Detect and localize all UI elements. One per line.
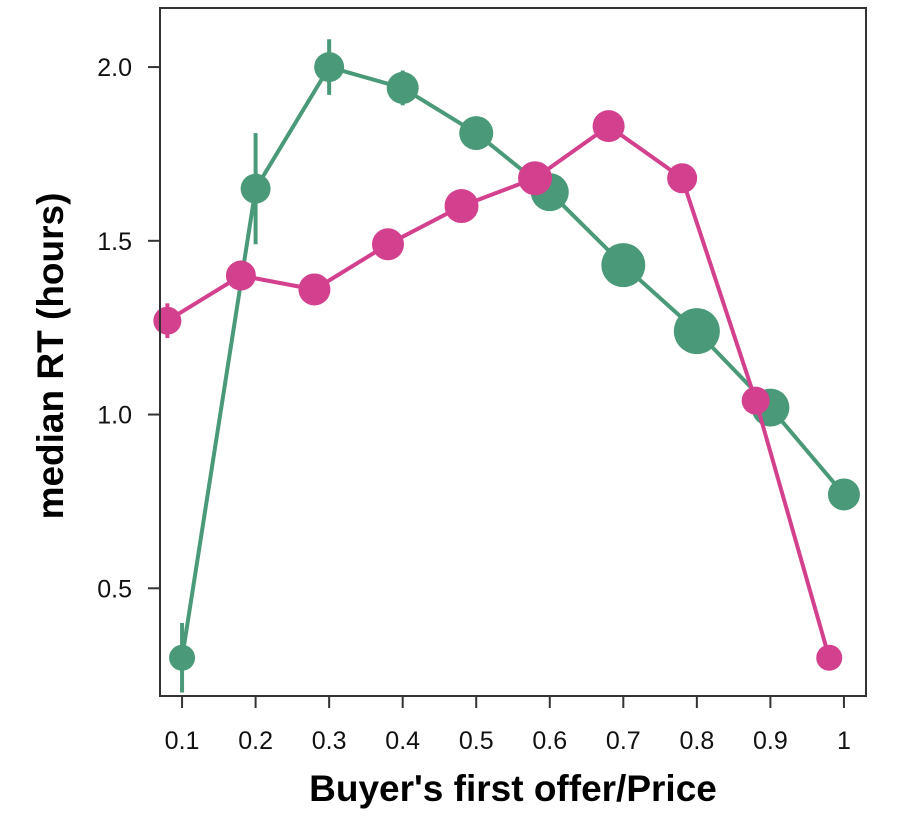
y-tick-label: 2.0 <box>97 54 132 82</box>
data-point <box>314 52 345 83</box>
data-point <box>592 110 625 143</box>
y-tick-label: 1.0 <box>97 402 132 430</box>
data-point <box>673 308 720 355</box>
data-point <box>518 161 553 196</box>
plot-area <box>153 39 860 693</box>
data-point <box>153 306 182 335</box>
x-axis: 0.1 0.2 0.3 0.4 0.5 0.6 0.7 0.8 0.9 1 <box>165 696 851 755</box>
series-1 <box>169 39 860 693</box>
data-point <box>386 71 419 104</box>
data-point <box>816 644 843 671</box>
x-tick-label: 1 <box>837 727 851 755</box>
x-tick-label: 0.8 <box>679 727 714 755</box>
plot-frame <box>159 7 867 697</box>
x-tick-label: 0.6 <box>532 727 567 755</box>
x-tick-label: 0.4 <box>385 727 420 755</box>
data-point <box>371 228 404 261</box>
x-tick-label: 0.1 <box>165 727 200 755</box>
data-point <box>444 189 479 224</box>
data-point <box>827 478 860 511</box>
data-point <box>298 273 331 306</box>
x-tick-label: 0.9 <box>753 727 788 755</box>
y-axis: 0.5 1.0 1.5 2.0 <box>97 54 160 603</box>
data-point <box>225 260 256 291</box>
data-point <box>741 386 770 415</box>
y-axis-title: median RT (hours) <box>30 193 71 520</box>
x-tick-label: 0.5 <box>459 727 494 755</box>
series-line <box>166 124 832 659</box>
data-point <box>169 644 196 671</box>
data-point <box>667 163 698 194</box>
series-line <box>180 65 846 659</box>
x-tick-label: 0.2 <box>238 727 273 755</box>
y-tick-label: 0.5 <box>97 575 132 603</box>
data-point <box>240 173 271 204</box>
x-tick-label: 0.7 <box>606 727 641 755</box>
y-tick-label: 1.5 <box>97 228 132 256</box>
data-point <box>601 243 646 288</box>
data-point <box>459 116 494 151</box>
x-axis-title: Buyer's first offer/Price <box>309 768 717 809</box>
x-tick-label: 0.3 <box>312 727 347 755</box>
